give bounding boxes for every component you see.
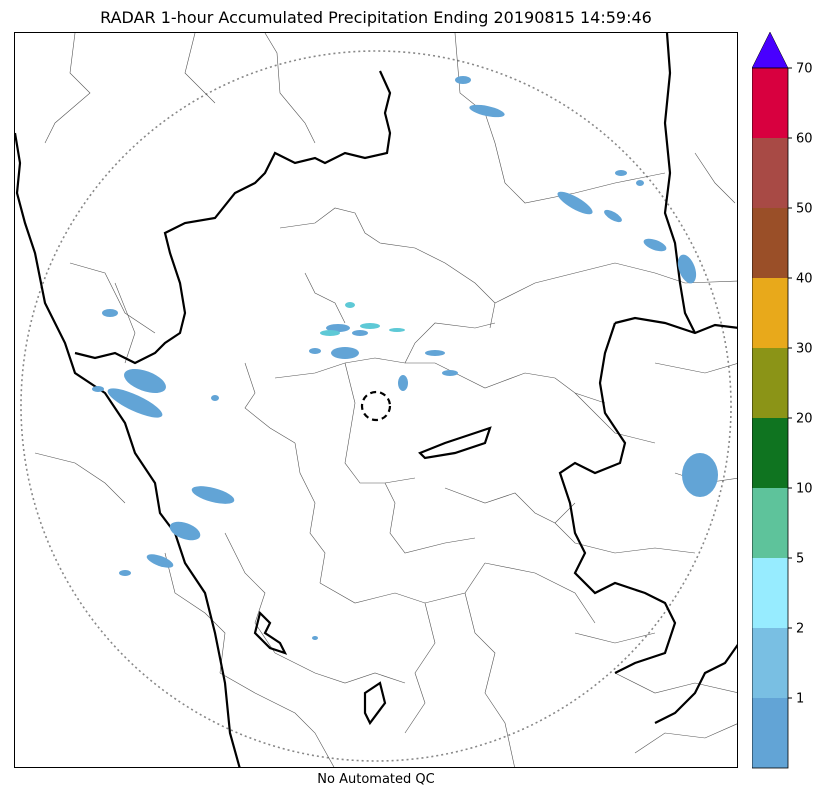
radar-map — [14, 32, 738, 768]
colorbar-segment — [752, 348, 788, 418]
colorbar-tick-label: 1 — [796, 692, 804, 707]
radar-range-ring — [20, 50, 732, 762]
colorbar-tick-label: 70 — [796, 62, 813, 77]
colorbar-tick-label: 2 — [796, 622, 804, 637]
colorbar-segment — [752, 558, 788, 628]
light-precipitation-echoes — [320, 302, 405, 336]
colorbar-tick-label: 40 — [796, 272, 813, 287]
colorbar: 1 2 5 10 20 30 40 50 60 70 — [751, 30, 825, 770]
colorbar-segment — [752, 628, 788, 698]
colorbar-segment — [752, 68, 788, 138]
map-title: RADAR 1-hour Accumulated Precipitation E… — [100, 8, 652, 27]
colorbar-tick-label: 10 — [796, 482, 813, 497]
colorbar-segment — [752, 278, 788, 348]
state-boundaries — [15, 33, 737, 767]
colorbar-tick-label: 30 — [796, 342, 813, 357]
colorbar-segment — [752, 488, 788, 558]
radar-site-marker — [360, 390, 392, 422]
map-canvas — [15, 33, 737, 767]
qc-note: No Automated QC — [317, 772, 435, 787]
colorbar-tick-label: 60 — [796, 132, 813, 147]
colorbar-segments — [751, 67, 789, 769]
district-boundaries — [34, 33, 737, 767]
colorbar-tick-label: 20 — [796, 412, 813, 427]
precipitation-echoes — [92, 76, 718, 640]
colorbar-segment — [752, 138, 788, 208]
colorbar-segment — [752, 208, 788, 278]
colorbar-tick-label: 5 — [796, 552, 804, 567]
colorbar-graphic: 1 2 5 10 20 30 40 50 60 70 — [751, 31, 813, 769]
colorbar-labels: 1 2 5 10 20 30 40 50 60 70 — [788, 62, 813, 707]
colorbar-tick-label: 50 — [796, 202, 813, 217]
colorbar-segment — [752, 698, 788, 768]
colorbar-extend-triangle — [751, 31, 789, 69]
colorbar-segment — [752, 418, 788, 488]
